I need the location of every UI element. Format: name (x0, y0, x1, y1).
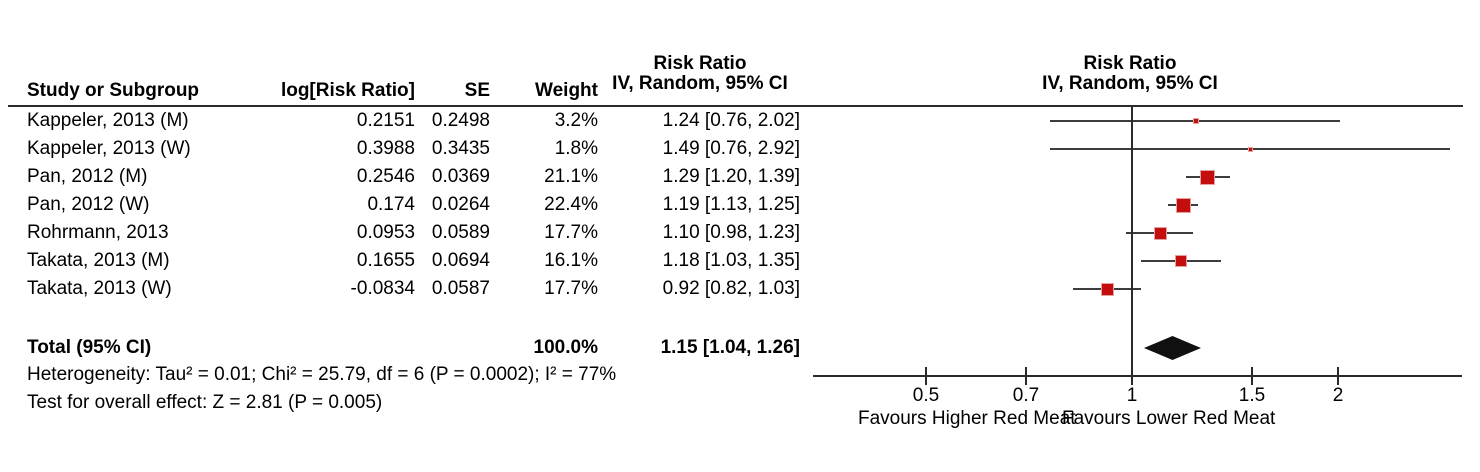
axis-tick-label: 2 (1332, 385, 1344, 406)
row-weight: 3.2% (554, 110, 598, 131)
plot-effect-header: Risk Ratio IV, Random, 95% CI (1025, 54, 1235, 94)
heterogeneity-text: Heterogeneity: Tau² = 0.01; Chi² = 25.79… (27, 364, 617, 385)
row-study-label: Takata, 2013 (W) (27, 278, 172, 299)
total-label: Total (95% CI) (27, 337, 152, 358)
row-se: 0.0589 (431, 222, 490, 243)
row-ci-text: 1.18 [1.03, 1.35] (662, 250, 800, 271)
row-log-risk-ratio: 0.174 (367, 194, 415, 215)
effect-marker (1200, 170, 1215, 185)
row-weight: 17.7% (544, 278, 598, 299)
axis-tick-label: 0.5 (912, 385, 940, 406)
row-study-label: Kappeler, 2013 (W) (27, 138, 191, 159)
plot-effect-header-line1: Risk Ratio (1083, 53, 1177, 74)
row-log-risk-ratio: 0.3988 (356, 138, 415, 159)
axis-tick-label: 1 (1126, 385, 1138, 406)
column-header-se: SE (464, 80, 490, 101)
row-study-label: Pan, 2012 (W) (27, 194, 150, 215)
axis-tick (1131, 367, 1133, 385)
row-log-risk-ratio: 0.0953 (356, 222, 415, 243)
row-log-risk-ratio: 0.2151 (356, 110, 415, 131)
table-effect-header: Risk Ratio IV, Random, 95% CI (595, 54, 805, 94)
total-ci: 1.15 [1.04, 1.26] (660, 337, 800, 358)
table-effect-header-line2: IV, Random, 95% CI (612, 72, 788, 94)
overall-effect-text: Test for overall effect: Z = 2.81 (P = 0… (27, 392, 383, 413)
row-study-label: Kappeler, 2013 (M) (27, 110, 189, 131)
row-ci-text: 1.10 [0.98, 1.23] (662, 222, 800, 243)
row-se: 0.0694 (431, 250, 490, 271)
row-weight: 17.7% (544, 222, 598, 243)
row-se: 0.3435 (431, 138, 490, 159)
effect-marker (1193, 118, 1199, 124)
x-axis-line (813, 375, 1462, 377)
row-weight: 16.1% (544, 250, 598, 271)
effect-marker (1101, 283, 1114, 296)
row-ci-text: 0.92 [0.82, 1.03] (662, 278, 800, 299)
column-header-log-risk-ratio: log[Risk Ratio] (280, 80, 415, 101)
row-study-label: Takata, 2013 (M) (27, 250, 170, 271)
effect-marker (1176, 198, 1191, 213)
column-header-weight: Weight (535, 80, 598, 101)
plot-effect-header-line2: IV, Random, 95% CI (1042, 72, 1218, 94)
row-se: 0.0264 (431, 194, 490, 215)
row-weight: 22.4% (544, 194, 598, 215)
column-header-study: Study or Subgroup (27, 80, 200, 101)
summary-diamond (1144, 336, 1201, 360)
row-log-risk-ratio: -0.0834 (350, 278, 415, 299)
row-ci-text: 1.29 [1.20, 1.39] (662, 166, 800, 187)
effect-marker (1248, 147, 1253, 152)
row-ci-text: 1.19 [1.13, 1.25] (662, 194, 800, 215)
total-weight: 100.0% (533, 337, 598, 358)
no-effect-line (1131, 107, 1133, 376)
axis-tick (1025, 367, 1027, 385)
row-weight: 1.8% (554, 138, 598, 159)
row-weight: 21.1% (544, 166, 598, 187)
effect-marker (1175, 255, 1187, 267)
table-effect-header-line1: Risk Ratio (653, 53, 747, 74)
favours-right-label: Favours Lower Red Meat (1062, 408, 1276, 429)
row-se: 0.2498 (431, 110, 490, 131)
row-log-risk-ratio: 0.2546 (356, 166, 415, 187)
row-ci-text: 1.24 [0.76, 2.02] (662, 110, 800, 131)
axis-tick-label: 0.7 (1012, 385, 1040, 406)
axis-tick (925, 367, 927, 385)
row-study-label: Rohrmann, 2013 (27, 222, 169, 243)
row-log-risk-ratio: 0.1655 (356, 250, 415, 271)
header-underline (8, 105, 1463, 107)
favours-left-label: Favours Higher Red Meat (858, 408, 1076, 429)
row-se: 0.0369 (431, 166, 490, 187)
axis-tick-label: 1.5 (1238, 385, 1266, 406)
effect-marker (1154, 227, 1167, 240)
row-study-label: Pan, 2012 (M) (27, 166, 148, 187)
row-se: 0.0587 (431, 278, 490, 299)
axis-tick (1337, 367, 1339, 385)
row-ci-text: 1.49 [0.76, 2.92] (662, 138, 800, 159)
axis-tick (1251, 367, 1253, 385)
